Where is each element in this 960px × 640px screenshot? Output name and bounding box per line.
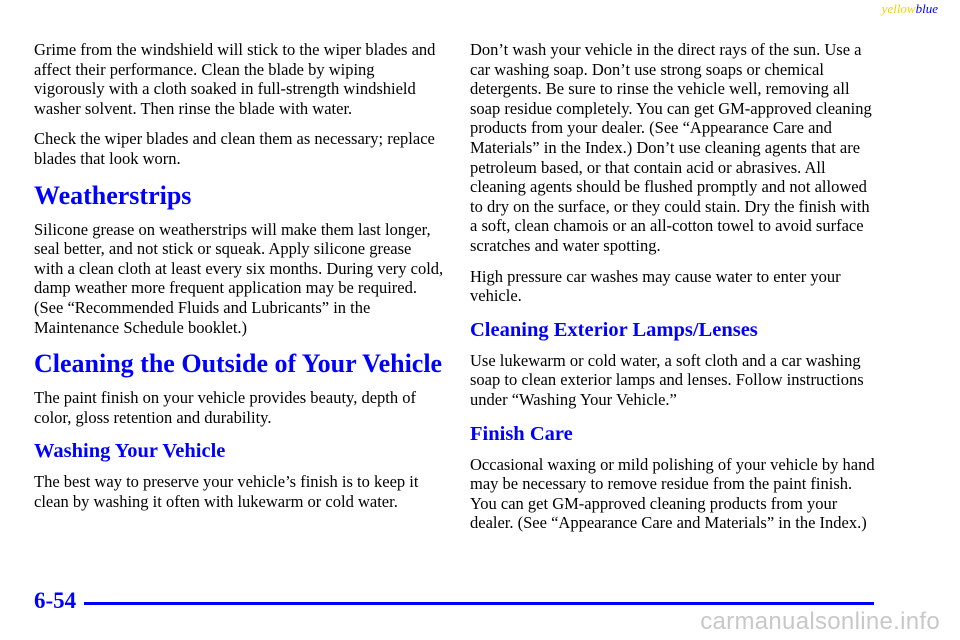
washing-heading: Washing Your Vehicle [34,440,226,463]
cleaning-outside-heading: Cleaning the Outside of Your Vehicle [34,349,443,379]
high-pressure-paragraph: High pressure car washes may cause water… [470,266,841,306]
footer-rule [84,602,874,605]
lamps-heading: Cleaning Exterior Lamps/Lenses [470,318,758,341]
finish-care-paragraph: Occasional waxing or mild polishing of y… [470,454,875,533]
watermark: carmanualsonline.info [700,608,940,635]
finish-care-heading: Finish Care [470,422,573,445]
tag-blue: blue [915,1,938,16]
washing-paragraph: The best way to preserve your vehicle’s … [34,472,419,511]
right-column: Don’t wash your vehicle in the direct ra… [470,40,880,544]
document-tag: yellowblue [882,2,938,16]
tag-yellow: yellow [881,1,916,16]
weatherstrips-paragraph: Silicone grease on weatherstrips will ma… [34,219,444,337]
lamps-paragraph: Use lukewarm or cold water, a soft cloth… [470,350,864,409]
left-column: Grime from the windshield will stick to … [34,40,444,523]
wiper-cleaning-paragraph: Grime from the windshield will stick to … [34,40,436,118]
washing-instructions-paragraph: Don’t wash your vehicle in the direct ra… [470,40,872,255]
weatherstrips-heading: Weatherstrips [34,180,192,210]
cleaning-outside-paragraph: The paint finish on your vehicle provide… [34,388,416,427]
page-number: 6-54 [34,588,77,613]
wiper-check-paragraph: Check the wiper blades and clean them as… [34,129,435,168]
